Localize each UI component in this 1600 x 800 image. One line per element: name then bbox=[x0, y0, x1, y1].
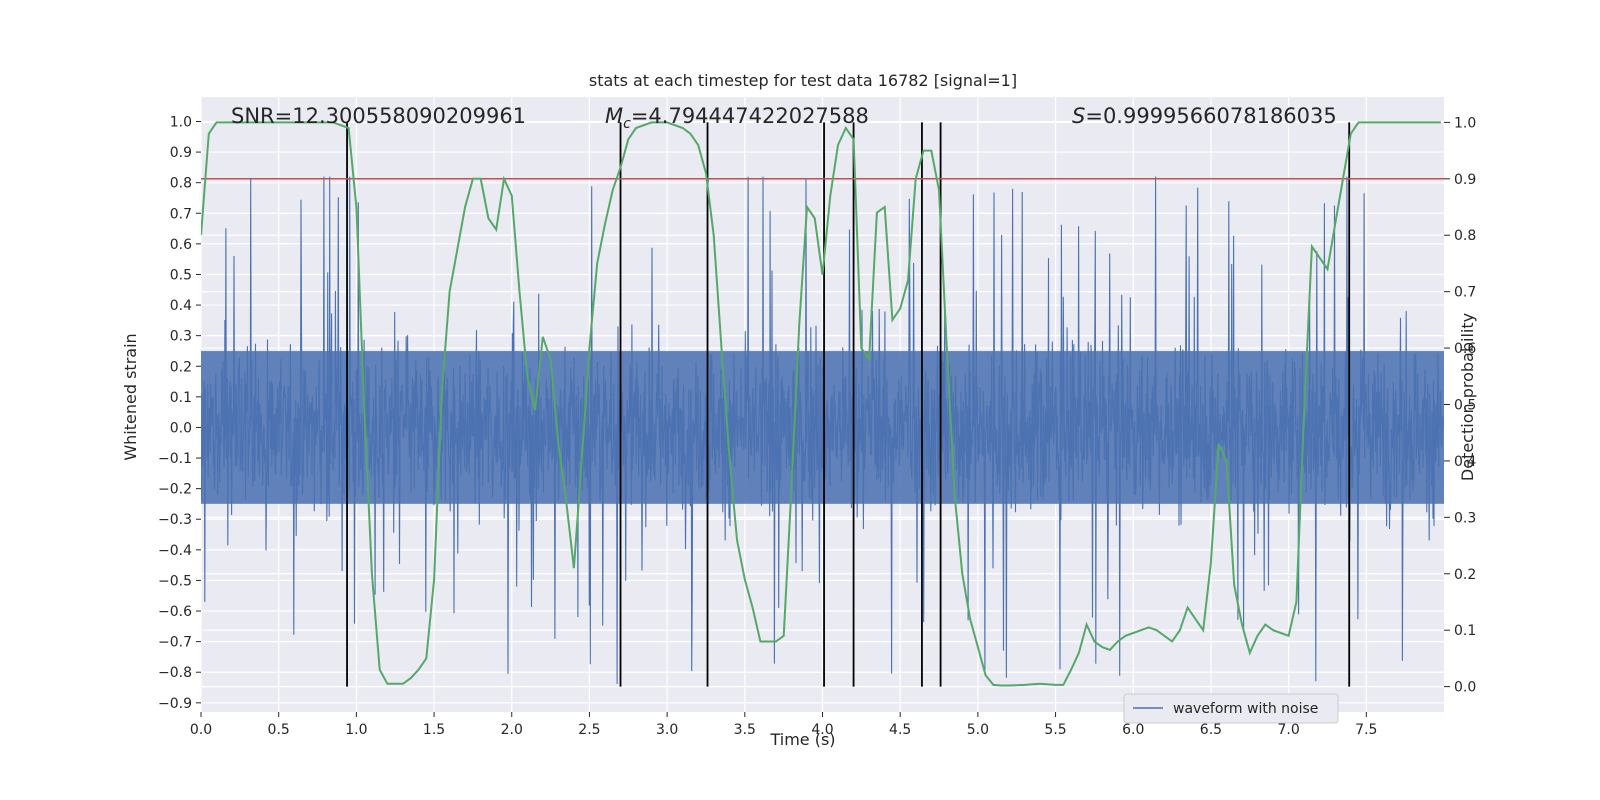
y2-tick-label: 0.3 bbox=[1454, 510, 1476, 526]
y2-axis-ticks: 1.0 0.9 0.8 0.7 0.6 0.5 0.4 0.3 0.2 0.1 0.0 bbox=[1444, 115, 1476, 696]
y2-tick-label: 0.2 bbox=[1454, 567, 1476, 583]
waveform-core-band bbox=[201, 351, 1444, 504]
chart-title: stats at each timestep for test data 167… bbox=[589, 71, 1017, 90]
y-axis-label: Whitened strain bbox=[121, 333, 140, 460]
detection-probability-line bbox=[201, 121, 1441, 687]
x-tick-label: 2.5 bbox=[578, 722, 600, 738]
waveform-series bbox=[201, 176, 1444, 684]
x-tick-label: 2.0 bbox=[501, 722, 523, 738]
x-tick-label: 6.5 bbox=[1200, 722, 1222, 738]
y-tick-label: −0.1 bbox=[158, 451, 192, 467]
y-tick-label: 0.8 bbox=[170, 176, 192, 192]
x-axis-label: Time (s) bbox=[769, 730, 835, 749]
y-tick-label: 0.0 bbox=[170, 420, 192, 436]
y2-tick-label: 0.5 bbox=[1454, 398, 1476, 414]
y-tick-label: 1.0 bbox=[170, 114, 192, 130]
y2-tick-label: 0.0 bbox=[1454, 680, 1476, 696]
score-value: =0.9999566078186035 bbox=[1085, 104, 1336, 128]
x-tick-label: 6.0 bbox=[1122, 722, 1144, 738]
x-tick-label: 3.0 bbox=[656, 722, 678, 738]
chirp-mass-annotation: Mc=4.794447422027588 bbox=[605, 104, 869, 132]
x-tick-label: 0.5 bbox=[268, 722, 290, 738]
x-tick-label: 0.0 bbox=[190, 722, 212, 738]
chirp-mass-symbol: M bbox=[605, 104, 623, 128]
x-tick-label: 5.0 bbox=[967, 722, 989, 738]
y-tick-label: 0.3 bbox=[170, 329, 192, 345]
y-axis-ticks: 1.0 0.9 0.8 0.7 0.6 0.5 0.4 0.3 0.2 0.1 0.0 −0.1 −0.… bbox=[158, 114, 201, 712]
y2-axis-label: Detection probability bbox=[1458, 313, 1477, 481]
y2-tick-label: 0.8 bbox=[1454, 228, 1476, 244]
legend-label-waveform: waveform with noise bbox=[1173, 701, 1318, 717]
y-tick-label: 0.9 bbox=[170, 145, 192, 161]
x-tick-label: 7.0 bbox=[1277, 722, 1299, 738]
y-tick-label: 0.7 bbox=[170, 206, 192, 222]
score-symbol: S bbox=[1072, 104, 1085, 128]
score-annotation: S=0.9999566078186035 bbox=[1072, 104, 1337, 128]
x-tick-label: 5.5 bbox=[1044, 722, 1066, 738]
x-tick-label: 3.5 bbox=[734, 722, 756, 738]
y-tick-label: −0.5 bbox=[158, 573, 192, 589]
y-tick-label: 0.1 bbox=[170, 390, 192, 406]
y-tick-label: 0.5 bbox=[170, 267, 192, 283]
x-axis-ticks: 0.0 0.5 1.0 1.5 2.0 2.5 3.0 3.5 4.0 4.5 5.0 5.5 6.0 6… bbox=[190, 712, 1377, 738]
y-tick-label: 0.4 bbox=[170, 298, 192, 314]
x-tick-label: 7.5 bbox=[1355, 722, 1377, 738]
y2-tick-label: 0.9 bbox=[1454, 172, 1476, 188]
y-tick-label: −0.8 bbox=[158, 665, 192, 681]
y-tick-label: 0.2 bbox=[170, 359, 192, 375]
x-tick-label: 4.0 bbox=[811, 722, 833, 738]
y-tick-label: −0.2 bbox=[158, 482, 192, 498]
chirp-mass-subscript: c bbox=[623, 116, 631, 132]
x-tick-label: 1.5 bbox=[423, 722, 445, 738]
y-tick-label: −0.9 bbox=[158, 696, 192, 712]
y-tick-label: −0.4 bbox=[158, 543, 192, 559]
y-tick-label: −0.6 bbox=[158, 604, 192, 620]
x-tick-label: 1.0 bbox=[345, 722, 367, 738]
legend-box bbox=[1123, 693, 1339, 724]
snr-annotation: SNR=12.300558090209961 bbox=[231, 104, 526, 128]
y2-tick-label: 0.1 bbox=[1454, 623, 1476, 639]
y-tick-label: 0.6 bbox=[170, 237, 192, 253]
y-tick-label: −0.3 bbox=[158, 512, 192, 528]
x-tick-label: 4.5 bbox=[889, 722, 911, 738]
y2-tick-label: 1.0 bbox=[1454, 115, 1476, 131]
y-tick-label: −0.7 bbox=[158, 635, 192, 651]
y2-tick-label: 0.4 bbox=[1454, 454, 1476, 470]
y2-tick-label: 0.6 bbox=[1454, 341, 1476, 357]
chirp-mass-value: =4.794447422027588 bbox=[631, 104, 869, 128]
y2-tick-label: 0.7 bbox=[1454, 285, 1476, 301]
legend: waveform with noise bbox=[1123, 693, 1339, 724]
